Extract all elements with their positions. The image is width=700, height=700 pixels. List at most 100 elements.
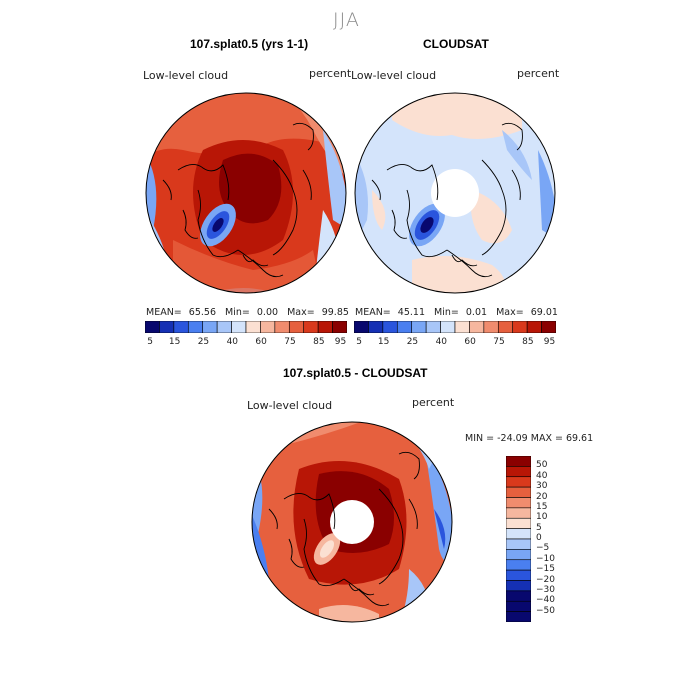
colorbar-tick-label: 95 <box>543 337 556 347</box>
colorbar-tick-label: 25 <box>406 337 419 347</box>
colorbar-box <box>541 321 556 333</box>
right-panel-variable: Low-level cloud <box>351 69 437 82</box>
colorbar-box <box>506 538 531 550</box>
colorbar-tick-label: −15 <box>536 564 555 575</box>
colorbar-tick-label: 75 <box>493 337 505 347</box>
colorbar-box <box>173 321 189 333</box>
colorbar-tick-label: 5 <box>536 522 542 533</box>
colorbar-tick-label: −20 <box>536 574 555 585</box>
colorbar-box <box>506 580 531 592</box>
colorbar-box <box>506 600 531 612</box>
colorbar-tick-label: −50 <box>536 605 555 616</box>
diff-panel-variable: Low-level cloud <box>247 399 333 412</box>
colorbar-tick-label: −5 <box>536 543 550 554</box>
colorbar-tick-label: 40 <box>226 337 239 347</box>
max-value: 69.01 <box>530 307 558 318</box>
colorbar-tick-label: −30 <box>536 584 555 595</box>
right-panel-stats: MEAN= 45.11 Min= 0.01 Max= 69.01 <box>355 307 558 318</box>
right-polar-map <box>354 92 556 294</box>
colorbar-box <box>506 486 531 498</box>
colorbar-box <box>396 321 413 333</box>
colorbar-box <box>303 321 319 333</box>
colorbar-box <box>354 321 369 333</box>
min-label: Min= <box>434 307 459 318</box>
colorbar-tick-label: 15 <box>377 337 390 347</box>
right-panel-units: percent <box>517 67 560 80</box>
colorbar-tick-label: 40 <box>435 337 448 347</box>
min-value: 0.00 <box>256 307 279 318</box>
colorbar-box <box>231 321 247 333</box>
colorbar-box <box>506 456 531 467</box>
left-polar-map <box>145 92 347 294</box>
right-colorbar <box>354 321 556 333</box>
max-value: 99.85 <box>321 307 349 318</box>
diff-colorbar-ticks: 50 40 30 20 15 10 5 0 −5 −10 −15 −20 −30 −40 −50 <box>536 456 576 622</box>
colorbar-box <box>288 321 305 333</box>
colorbar-tick-label: 30 <box>536 481 548 492</box>
colorbar-box <box>469 321 485 333</box>
colorbar-tick-label: 85 <box>313 337 325 347</box>
colorbar-box <box>317 321 333 333</box>
colorbar-box <box>332 321 347 333</box>
colorbar-tick-label: 5 <box>356 337 362 347</box>
colorbar-tick-label: 60 <box>464 337 476 347</box>
min-value: 0.01 <box>465 307 488 318</box>
colorbar-box <box>216 321 232 333</box>
colorbar-box <box>506 611 531 622</box>
colorbar-box <box>411 321 427 333</box>
colorbar-box <box>506 549 531 561</box>
colorbar-tick-label: 60 <box>255 337 267 347</box>
diff-panel-units: percent <box>412 396 455 409</box>
left-panel-title: 107.splat0.5 (yrs 1-1) <box>190 37 309 51</box>
colorbar-box <box>382 321 398 333</box>
mean-label: MEAN= <box>355 307 391 318</box>
colorbar-box <box>159 321 175 333</box>
colorbar-box <box>506 569 531 581</box>
colorbar-tick-label: −40 <box>536 595 555 606</box>
colorbar-box <box>506 497 531 509</box>
colorbar-box <box>145 321 160 333</box>
colorbar-box <box>454 321 470 333</box>
right-colorbar-ticks: 5 15 25 40 60 75 85 95 <box>354 337 556 349</box>
colorbar-box <box>506 466 531 478</box>
colorbar-box <box>506 528 531 540</box>
colorbar-tick-label: 15 <box>168 337 181 347</box>
diff-minmax: MIN = -24.09 MAX = 69.61 <box>465 433 594 444</box>
diff-polar-map <box>251 421 453 623</box>
colorbar-box <box>506 517 531 529</box>
colorbar-tick-label: 15 <box>536 501 548 512</box>
left-panel-units: percent <box>309 67 352 80</box>
colorbar-box <box>245 321 261 333</box>
colorbar-tick-label: 5 <box>147 337 153 347</box>
colorbar-box <box>506 590 531 602</box>
right-panel-title: CLOUDSAT <box>423 37 489 51</box>
colorbar-box <box>368 321 384 333</box>
colorbar-tick-label: 25 <box>197 337 210 347</box>
left-colorbar-ticks: 5 15 25 40 60 75 85 95 <box>145 337 347 349</box>
left-panel-variable: Low-level cloud <box>143 69 229 82</box>
left-panel-stats: MEAN= 65.56 Min= 0.00 Max= 99.85 <box>146 307 349 318</box>
colorbar-box <box>512 321 528 333</box>
max-label: Max= <box>496 307 524 318</box>
colorbar-box <box>483 321 499 333</box>
colorbar-tick-label: 95 <box>334 337 347 347</box>
colorbar-tick-label: 40 <box>536 470 548 481</box>
colorbar-box <box>425 321 441 333</box>
colorbar-box <box>440 321 456 333</box>
colorbar-box <box>260 321 276 333</box>
colorbar-tick-label: 0 <box>536 533 542 543</box>
colorbar-box <box>526 321 542 333</box>
colorbar-tick-label: −10 <box>536 553 555 564</box>
diff-colorbar <box>506 456 531 622</box>
mean-value: 65.56 <box>188 307 216 318</box>
colorbar-box <box>506 559 531 571</box>
colorbar-box <box>497 321 514 333</box>
colorbar-tick-label: 75 <box>284 337 296 347</box>
max-label: Max= <box>287 307 315 318</box>
season-title: JJA <box>333 9 360 31</box>
colorbar-tick-label: 50 <box>536 460 548 471</box>
colorbar-tick-label: 85 <box>522 337 534 347</box>
colorbar-box <box>506 507 531 519</box>
min-label: Min= <box>225 307 250 318</box>
colorbar-box <box>506 476 531 488</box>
